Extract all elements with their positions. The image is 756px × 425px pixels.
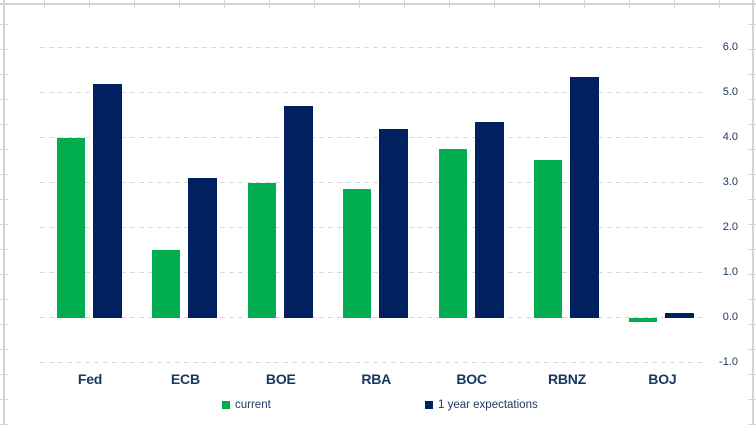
gridline-6.0 (40, 47, 704, 48)
legend-item-expectations: 1 year expectations (425, 399, 538, 411)
worksheet-gridline-top (0, 3, 756, 5)
bar-1-year-expectations-fed (93, 83, 122, 318)
bar-1-year-expectations-rbnz (570, 76, 599, 318)
y-tick-label-0.0: 0.0 (722, 310, 738, 323)
worksheet-gridline-left (3, 0, 5, 425)
bar-current-boj (629, 317, 658, 322)
gridline-4.0 (40, 137, 704, 138)
gridline-5.0 (40, 92, 704, 93)
legend-swatch-expectations (425, 401, 433, 409)
y-tick-label-2.0: 2.0 (722, 220, 738, 233)
legend-item-current: current (222, 399, 271, 411)
bar-1-year-expectations-boe (283, 106, 313, 318)
gridline-3.0 (40, 182, 704, 183)
bar-current-rbnz (534, 160, 562, 318)
x-category-label-boe: BOE (265, 371, 296, 387)
gridline-0.0 (40, 317, 704, 318)
y-tick-label-3.0: 3.0 (722, 175, 738, 188)
x-category-label-fed: Fed (77, 371, 103, 387)
worksheet-gridline-right (752, 0, 754, 425)
y-tick-label--1.0: -1.0 (719, 355, 738, 368)
bar-current-ecb (152, 250, 181, 318)
bar-1-year-expectations-rba (379, 128, 409, 318)
bar-1-year-expectations-ecb (188, 178, 218, 318)
gridline--1.0 (40, 362, 704, 363)
y-tick-label-1.0: 1.0 (722, 265, 738, 278)
bar-current-fed (57, 137, 85, 318)
y-tick-label-6.0: 6.0 (722, 40, 738, 53)
x-category-label-boj: BOJ (648, 371, 677, 387)
x-category-label-rba: RBA (361, 371, 392, 387)
bar-1-year-expectations-boc (474, 121, 504, 318)
y-tick-label-5.0: 5.0 (722, 85, 738, 98)
bar-1-year-expectations-boj (665, 313, 695, 318)
legend-swatch-current (222, 401, 230, 409)
x-category-label-rbnz: RBNZ (547, 371, 587, 387)
bar-current-rba (343, 189, 372, 318)
x-category-label-boc: BOC (456, 371, 487, 387)
bar-current-boc (438, 148, 467, 318)
legend-label-current: current (235, 399, 271, 411)
x-category-label-ecb: ECB (170, 371, 200, 387)
bar-current-boe (247, 182, 276, 318)
y-tick-label-4.0: 4.0 (722, 130, 738, 143)
legend-label-expectations: 1 year expectations (438, 399, 538, 411)
gridline-2.0 (40, 227, 704, 228)
gridline-1.0 (40, 272, 704, 273)
